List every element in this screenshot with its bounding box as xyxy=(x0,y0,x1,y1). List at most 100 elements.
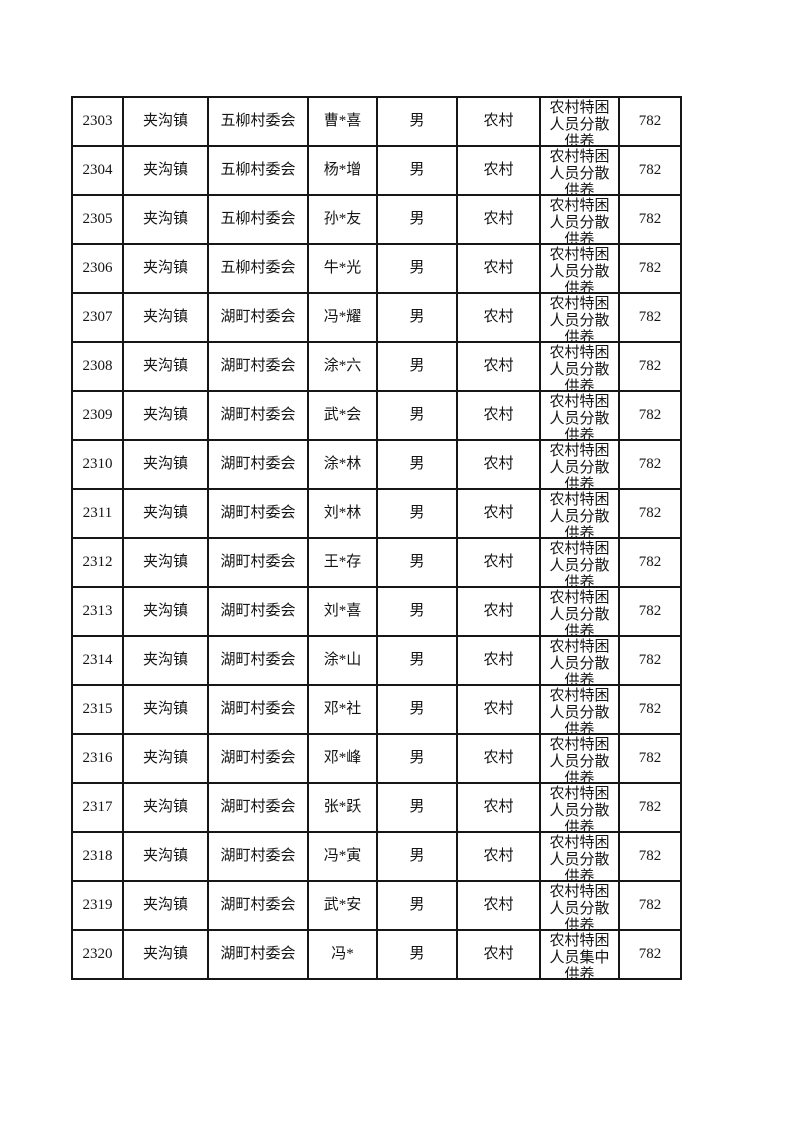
cell-seq: 2319 xyxy=(71,880,124,931)
cell-seq: 2309 xyxy=(71,390,124,441)
category-clip: 农村特困人员分散供养 xyxy=(542,589,617,634)
cell-seq: 2306 xyxy=(71,243,124,294)
cell-village: 湖町村委会 xyxy=(207,684,309,735)
cell-residence: 农村 xyxy=(456,831,541,882)
cell-gender: 男 xyxy=(376,929,458,980)
cell-seq: 2318 xyxy=(71,831,124,882)
cell-town: 夹沟镇 xyxy=(122,733,209,784)
cell-category: 农村特困人员分散供养 xyxy=(539,292,620,343)
cell-gender: 男 xyxy=(376,439,458,490)
table-row: 2303 夹沟镇 五柳村委会 曹*喜 男 农村 农村特困人员分散供养 782 xyxy=(71,96,682,147)
cell-residence: 农村 xyxy=(456,341,541,392)
cell-gender: 男 xyxy=(376,684,458,735)
cell-residence: 农村 xyxy=(456,537,541,588)
cell-village: 湖町村委会 xyxy=(207,586,309,637)
cell-amount: 782 xyxy=(618,145,682,196)
cell-amount: 782 xyxy=(618,831,682,882)
category-text: 农村特困人员分散供养 xyxy=(549,492,610,537)
cell-seq: 2308 xyxy=(71,341,124,392)
category-text: 农村特困人员集中供养 xyxy=(549,933,610,978)
cell-village: 五柳村委会 xyxy=(207,243,309,294)
cell-name: 冯*耀 xyxy=(307,292,378,343)
cell-amount: 782 xyxy=(618,635,682,686)
cell-town: 夹沟镇 xyxy=(122,684,209,735)
cell-town: 夹沟镇 xyxy=(122,880,209,931)
cell-seq: 2316 xyxy=(71,733,124,784)
cell-seq: 2312 xyxy=(71,537,124,588)
cell-town: 夹沟镇 xyxy=(122,488,209,539)
cell-category: 农村特困人员分散供养 xyxy=(539,684,620,735)
cell-seq: 2313 xyxy=(71,586,124,637)
cell-gender: 男 xyxy=(376,880,458,931)
cell-village: 湖町村委会 xyxy=(207,733,309,784)
cell-name: 冯*寅 xyxy=(307,831,378,882)
category-text: 农村特困人员分散供养 xyxy=(549,737,610,782)
cell-name: 刘*喜 xyxy=(307,586,378,637)
category-text: 农村特困人员分散供养 xyxy=(549,345,610,390)
cell-residence: 农村 xyxy=(456,439,541,490)
category-text: 农村特困人员分散供养 xyxy=(549,296,610,341)
cell-town: 夹沟镇 xyxy=(122,96,209,147)
cell-village: 湖町村委会 xyxy=(207,929,309,980)
cell-category: 农村特困人员分散供养 xyxy=(539,194,620,245)
cell-name: 刘*林 xyxy=(307,488,378,539)
category-clip: 农村特困人员分散供养 xyxy=(542,883,617,929)
cell-residence: 农村 xyxy=(456,733,541,784)
category-text: 农村特困人员分散供养 xyxy=(549,688,610,733)
cell-category: 农村特困人员分散供养 xyxy=(539,733,620,784)
table-row: 2304 夹沟镇 五柳村委会 杨*增 男 农村 农村特困人员分散供养 782 xyxy=(71,145,682,196)
cell-category: 农村特困人员分散供养 xyxy=(539,145,620,196)
cell-town: 夹沟镇 xyxy=(122,831,209,882)
cell-residence: 农村 xyxy=(456,586,541,637)
cell-seq: 2304 xyxy=(71,145,124,196)
cell-name: 张*跃 xyxy=(307,782,378,833)
table-row: 2320 夹沟镇 湖町村委会 冯* 男 农村 农村特困人员集中供养 782 xyxy=(71,929,682,980)
cell-village: 湖町村委会 xyxy=(207,439,309,490)
cell-residence: 农村 xyxy=(456,488,541,539)
assistance-roster-table: 2303 夹沟镇 五柳村委会 曹*喜 男 农村 农村特困人员分散供养 782 2… xyxy=(71,96,682,980)
cell-amount: 782 xyxy=(618,537,682,588)
category-text: 农村特困人员分散供养 xyxy=(549,247,610,292)
cell-town: 夹沟镇 xyxy=(122,439,209,490)
cell-village: 湖町村委会 xyxy=(207,880,309,931)
category-text: 农村特困人员分散供养 xyxy=(549,394,610,439)
cell-gender: 男 xyxy=(376,586,458,637)
cell-town: 夹沟镇 xyxy=(122,390,209,441)
cell-amount: 782 xyxy=(618,390,682,441)
cell-amount: 782 xyxy=(618,96,682,147)
cell-seq: 2307 xyxy=(71,292,124,343)
cell-village: 湖町村委会 xyxy=(207,635,309,686)
cell-category: 农村特困人员分散供养 xyxy=(539,537,620,588)
table-row: 2314 夹沟镇 湖町村委会 涂*山 男 农村 农村特困人员分散供养 782 xyxy=(71,635,682,686)
cell-town: 夹沟镇 xyxy=(122,145,209,196)
cell-village: 湖町村委会 xyxy=(207,782,309,833)
cell-seq: 2317 xyxy=(71,782,124,833)
cell-residence: 农村 xyxy=(456,929,541,980)
category-text: 农村特困人员分散供养 xyxy=(549,884,610,929)
table-row: 2310 夹沟镇 湖町村委会 涂*林 男 农村 农村特困人员分散供养 782 xyxy=(71,439,682,490)
cell-gender: 男 xyxy=(376,537,458,588)
cell-gender: 男 xyxy=(376,831,458,882)
cell-amount: 782 xyxy=(618,439,682,490)
cell-name: 涂*六 xyxy=(307,341,378,392)
category-text: 农村特困人员分散供养 xyxy=(549,835,610,880)
cell-village: 湖町村委会 xyxy=(207,537,309,588)
table-row: 2318 夹沟镇 湖町村委会 冯*寅 男 农村 农村特困人员分散供养 782 xyxy=(71,831,682,882)
cell-town: 夹沟镇 xyxy=(122,635,209,686)
table-row: 2315 夹沟镇 湖町村委会 邓*社 男 农村 农村特困人员分散供养 782 xyxy=(71,684,682,735)
cell-category: 农村特困人员分散供养 xyxy=(539,390,620,441)
cell-residence: 农村 xyxy=(456,684,541,735)
cell-amount: 782 xyxy=(618,341,682,392)
cell-gender: 男 xyxy=(376,292,458,343)
cell-category: 农村特困人员分散供养 xyxy=(539,439,620,490)
category-clip: 农村特困人员集中供养 xyxy=(542,932,617,978)
cell-category: 农村特困人员分散供养 xyxy=(539,488,620,539)
cell-town: 夹沟镇 xyxy=(122,194,209,245)
cell-category: 农村特困人员集中供养 xyxy=(539,929,620,980)
cell-residence: 农村 xyxy=(456,194,541,245)
cell-seq: 2320 xyxy=(71,929,124,980)
cell-category: 农村特困人员分散供养 xyxy=(539,586,620,637)
cell-name: 曹*喜 xyxy=(307,96,378,147)
